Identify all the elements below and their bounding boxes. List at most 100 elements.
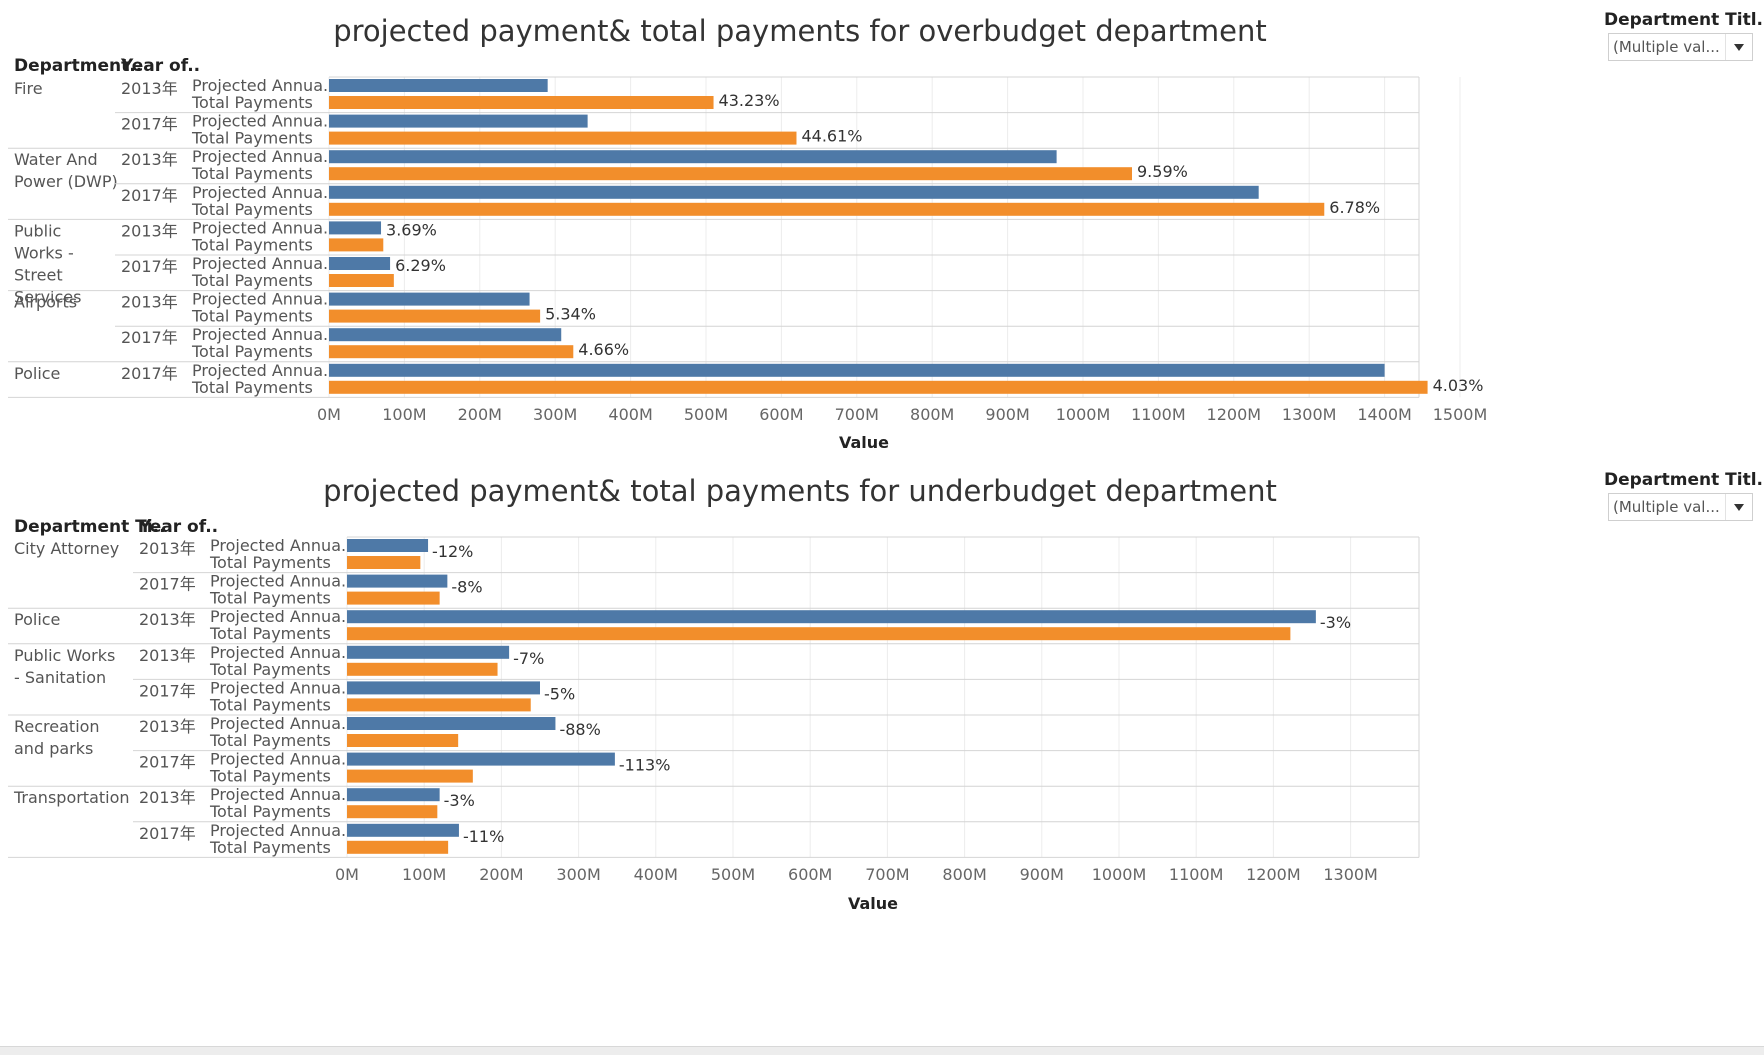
department-filter-label: Department Titl.. [1604, 10, 1764, 30]
department-label: Public [14, 221, 61, 240]
bar-projected [329, 363, 1385, 377]
year-label: 2013年 [121, 221, 178, 240]
measure-label: Projected Annua.. [210, 572, 351, 591]
x-tick-label: 400M [608, 405, 652, 424]
department-filter-dropdown[interactable]: (Multiple val... [1608, 493, 1753, 521]
bar-total [329, 274, 394, 287]
department-label: Police [14, 364, 60, 383]
bar-projected [329, 328, 562, 342]
overbudget-bar-chart: 0M 100M 200M 300M 400M 500M 600M 700M 800M 900M 10… [8, 76, 1488, 452]
bar-projected [347, 788, 440, 802]
measure-label: Total Payments [209, 660, 331, 679]
department-label: Water And [14, 150, 98, 169]
x-tick-label: 0M [335, 865, 359, 884]
data-label: -12% [432, 542, 473, 561]
year-label: 2013年 [139, 539, 196, 558]
year-label: 2013年 [139, 788, 196, 807]
bar-projected [347, 717, 556, 730]
chart-title: projected payment& total payments for ov… [333, 14, 1267, 48]
measure-label: Total Payments [191, 164, 313, 183]
x-tick-label: 400M [634, 865, 678, 884]
department-label: Police [14, 610, 60, 629]
x-tick-label: 900M [1020, 865, 1064, 884]
data-label: -5% [544, 684, 575, 703]
bar-total [347, 734, 459, 747]
measure-label: Projected Annua.. [210, 750, 351, 769]
chevron-down-icon[interactable] [1725, 34, 1752, 60]
bar-projected [347, 539, 429, 552]
bar-total [329, 202, 1325, 216]
department-label: Fire [14, 79, 43, 98]
data-label: 5.34% [545, 305, 596, 324]
bar-total [347, 627, 1291, 641]
x-tick-label: 1200M [1246, 865, 1301, 884]
year-label: 2017年 [121, 364, 178, 383]
bar-projected [329, 292, 530, 306]
data-label: -8% [451, 578, 482, 597]
measure-label: Total Payments [191, 342, 313, 361]
measure-label: Total Payments [209, 589, 331, 608]
data-label: 44.61% [801, 127, 862, 146]
data-label: 3.69% [386, 220, 437, 239]
bar-total [347, 662, 498, 676]
department-label: Public Works [14, 646, 115, 665]
bar-projected [329, 114, 588, 128]
year-label: 2013年 [139, 717, 196, 736]
x-tick-label: 1100M [1131, 405, 1186, 424]
year-label: 2013年 [139, 646, 196, 665]
department-label: Street [14, 265, 63, 284]
measure-label: Projected Annua.. [210, 678, 351, 697]
bar-projected [329, 185, 1259, 199]
department-label: Airports [14, 293, 77, 312]
department-filter-dropdown[interactable]: (Multiple val... [1608, 33, 1753, 61]
measure-label: Projected Annua.. [192, 325, 333, 344]
x-tick-label: 300M [533, 405, 577, 424]
year-label: 2013年 [121, 293, 178, 312]
chart-title: projected payment& total payments for un… [323, 474, 1277, 508]
data-label: -113% [619, 756, 671, 775]
year-label: 2017年 [139, 824, 196, 843]
data-label: 4.03% [1433, 376, 1484, 395]
measure-label: Projected Annua.. [192, 183, 333, 202]
x-tick-label: 1000M [1056, 405, 1111, 424]
bar-total [329, 238, 384, 252]
x-tick-label: 1500M [1433, 405, 1488, 424]
data-label: 43.23% [719, 91, 780, 110]
bar-total [329, 345, 574, 359]
header-year: Year of.. [121, 56, 201, 76]
measure-label: Projected Annua.. [210, 607, 351, 626]
bar-projected [329, 150, 1057, 164]
x-tick-label: 1200M [1207, 405, 1262, 424]
year-label: 2017年 [121, 328, 178, 347]
x-tick-label: 100M [382, 405, 426, 424]
chevron-down-icon[interactable] [1725, 494, 1752, 520]
year-label: 2017年 [139, 681, 196, 700]
measure-label: Projected Annua.. [210, 536, 351, 555]
year-label: 2017年 [121, 186, 178, 205]
x-tick-label: 200M [479, 865, 523, 884]
filter-selected-value: (Multiple val... [1613, 498, 1720, 516]
measure-label: Total Payments [209, 695, 331, 714]
bar-total [347, 591, 440, 605]
bar-projected [347, 645, 510, 659]
x-axis-title: Value [848, 894, 898, 913]
x-tick-label: 800M [942, 865, 986, 884]
bar-projected [329, 257, 391, 270]
x-tick-label: 900M [985, 405, 1029, 424]
x-tick-label: 1400M [1357, 405, 1412, 424]
data-label: -11% [463, 827, 504, 846]
x-axis-title: Value [839, 433, 889, 452]
data-label: 9.59% [1137, 162, 1188, 181]
measure-label: Total Payments [191, 129, 313, 148]
measure-label: Total Payments [209, 731, 331, 750]
x-tick-label: 500M [684, 405, 728, 424]
header-department: Department Ti.. [14, 517, 166, 537]
year-label: 2013年 [121, 79, 178, 98]
measure-label: Projected Annua.. [192, 290, 333, 309]
measure-label: Projected Annua.. [210, 785, 351, 804]
year-label: 2017年 [139, 753, 196, 772]
x-tick-label: 0M [317, 405, 341, 424]
year-label: 2017年 [121, 115, 178, 134]
data-label: 6.78% [1329, 198, 1380, 217]
x-tick-label: 1000M [1092, 865, 1147, 884]
